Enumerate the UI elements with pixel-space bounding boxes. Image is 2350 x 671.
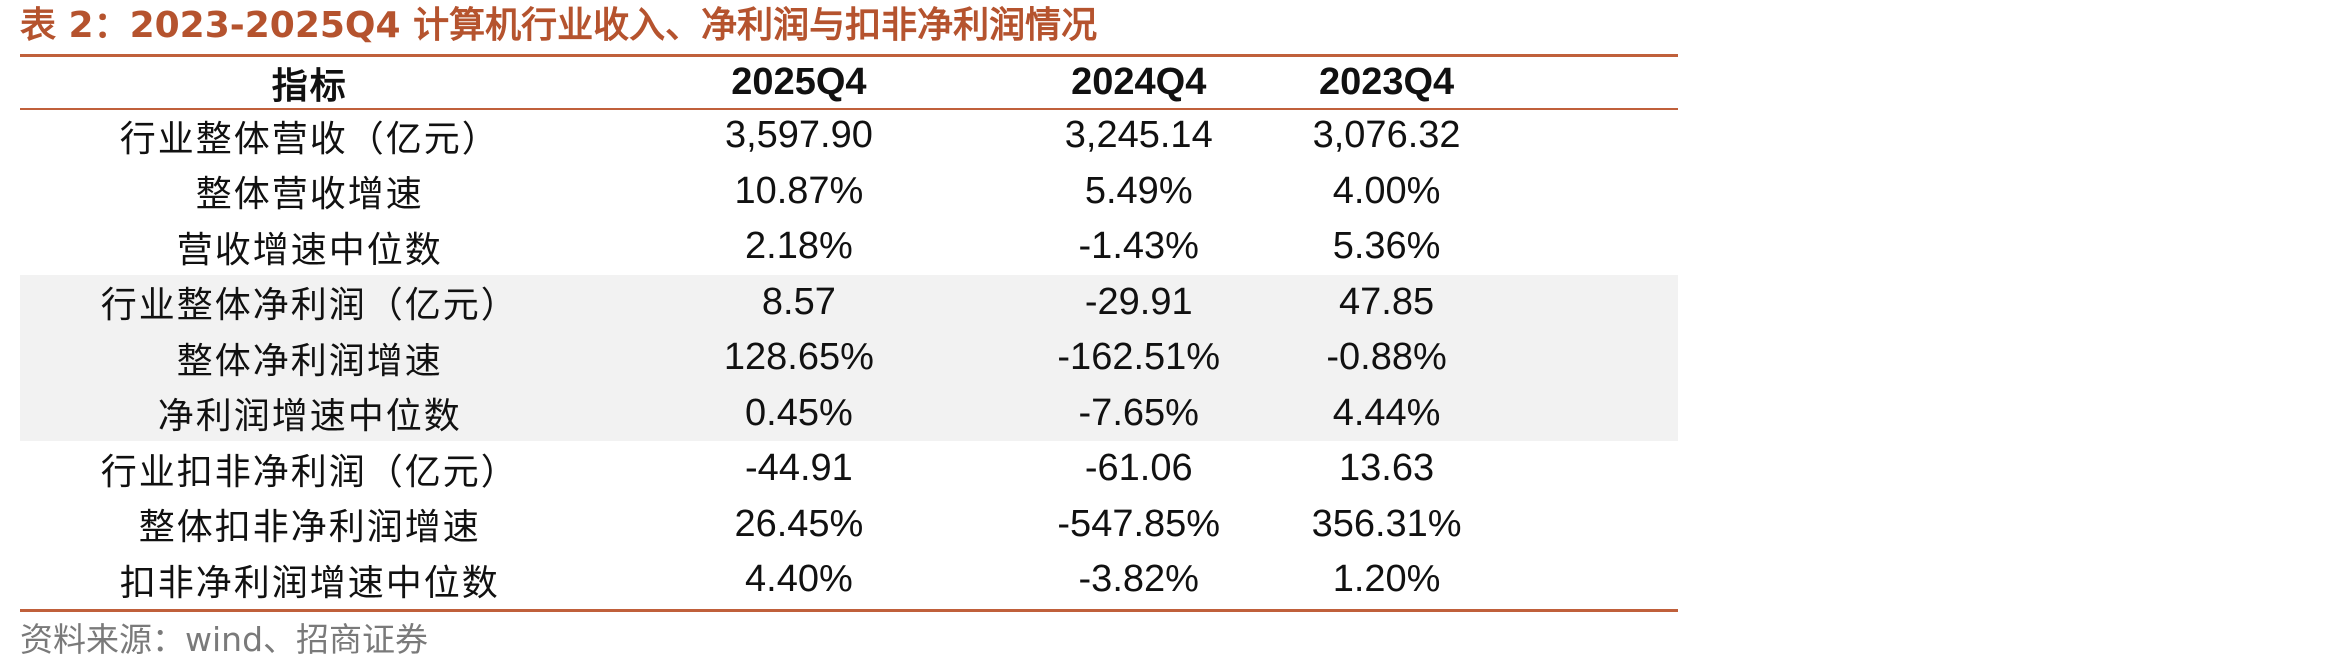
row-label: 行业整体营收（亿元） [119, 118, 500, 160]
row-value: 10.87% [734, 169, 864, 212]
row-value: 4.00% [1332, 169, 1441, 212]
row-value: 356.31% [1311, 502, 1462, 545]
table-row: 行业扣非净利润（亿元） -44.91 -61.06 13.63 [20, 441, 1678, 497]
row-value: 5.49% [1084, 169, 1193, 212]
row-label: 扣非净利润增速中位数 [119, 562, 500, 604]
row-value: 47.85 [1339, 280, 1435, 323]
row-label: 整体扣非净利润增速 [138, 507, 481, 549]
row-value: 13.63 [1339, 447, 1435, 490]
row-label: 行业整体净利润（亿元） [100, 285, 519, 327]
row-value: 3,597.90 [724, 114, 873, 157]
header-2025q4: 2025Q4 [731, 61, 867, 103]
table-row: 营收增速中位数 2.18% -1.43% 5.36% [20, 219, 1678, 275]
row-value: 3,245.14 [1064, 114, 1213, 157]
row-value: 4.40% [745, 558, 853, 601]
top-rule [20, 54, 1678, 57]
row-value: -61.06 [1084, 447, 1193, 490]
table-header-row: 指标 2025Q4 2024Q4 2023Q4 [20, 57, 1678, 108]
row-value: 128.65% [723, 336, 874, 379]
row-value: -3.82% [1078, 558, 1199, 601]
table-row: 扣非净利润增速中位数 4.40% -3.82% 1.20% [20, 552, 1678, 608]
table-row: 整体营收增速 10.87% 5.49% 4.00% [20, 164, 1678, 220]
row-value: -7.65% [1078, 391, 1199, 434]
bottom-rule [20, 609, 1678, 612]
source-note: 资料来源：wind、招商证券 [20, 620, 429, 659]
table-row: 净利润增速中位数 0.45% -7.65% 4.44% [20, 385, 1678, 441]
row-label: 整体净利润增速 [176, 340, 443, 382]
row-value: -0.88% [1326, 336, 1447, 379]
table-row: 行业整体净利润（亿元） 8.57 -29.91 47.85 [20, 274, 1678, 330]
header-rule [20, 108, 1678, 110]
row-value: -547.85% [1057, 502, 1221, 545]
row-value: -162.51% [1057, 336, 1221, 379]
header-2024q4: 2024Q4 [1071, 61, 1207, 103]
row-value: 5.36% [1332, 225, 1441, 268]
row-value: 0.45% [745, 391, 853, 434]
row-label: 整体营收增速 [195, 174, 424, 216]
header-2023q4: 2023Q4 [1318, 61, 1455, 103]
row-value: 1.20% [1332, 558, 1441, 601]
row-label: 净利润增速中位数 [157, 396, 462, 438]
row-value: 4.44% [1332, 391, 1441, 434]
row-value: -1.43% [1078, 225, 1199, 268]
financial-table: 指标 2025Q4 2024Q4 2023Q4 行业整体营收（亿元） 3,597.… [20, 57, 1678, 608]
table-row: 整体扣非净利润增速 26.45% -547.85% 356.31% [20, 497, 1678, 553]
table-row: 行业整体营收（亿元） 3,597.90 3,245.14 3,076.32 [20, 108, 1678, 164]
table-body: 行业整体营收（亿元） 3,597.90 3,245.14 3,076.32 整体营收增速… [20, 108, 1678, 608]
table-row: 整体净利润增速 128.65% -162.51% -0.88% [20, 330, 1678, 386]
row-value: 26.45% [734, 502, 864, 545]
row-value: -29.91 [1084, 280, 1193, 323]
row-label: 营收增速中位数 [176, 229, 443, 271]
table-title: 表 2：2023-2025Q4 计算机行业收入、净利润与扣非净利润情况 [20, 5, 1098, 46]
row-value: 3,076.32 [1312, 114, 1461, 157]
row-label: 行业扣非净利润（亿元） [100, 451, 519, 493]
row-value: -44.91 [745, 447, 853, 490]
row-value: 8.57 [761, 280, 836, 323]
row-value: 2.18% [745, 225, 853, 268]
header-indicator: 指标 [271, 65, 348, 107]
